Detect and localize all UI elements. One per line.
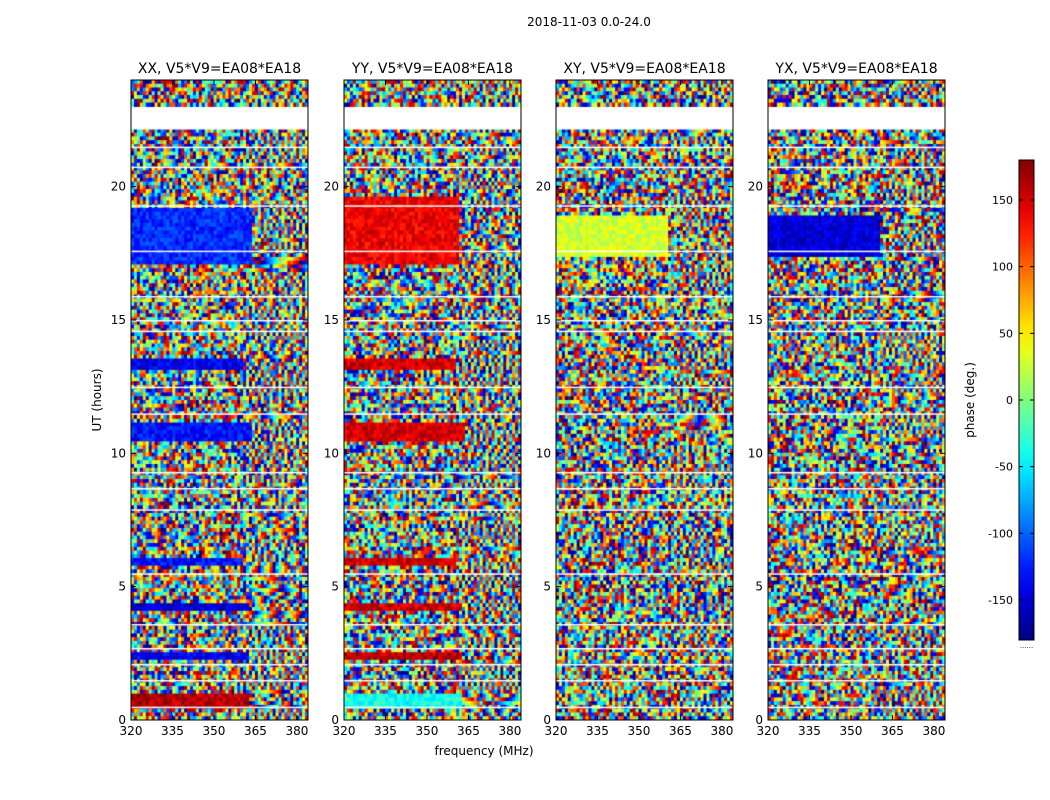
x-tick-label: 380 — [922, 724, 945, 738]
colorbar-tick-label: 50 — [999, 327, 1013, 340]
x-tick-label: 365 — [881, 724, 904, 738]
panel-title: YY, V5*V9=EA08*EA18 — [351, 61, 513, 77]
panel-frame — [767, 79, 946, 721]
x-tick-label: 350 — [203, 724, 226, 738]
phase-heatmap — [131, 80, 308, 720]
colorbar-tick-label: -100 — [988, 527, 1013, 540]
y-tick-label: 15 — [324, 313, 339, 327]
phase-heatmap — [556, 80, 733, 720]
x-tick-label: 365 — [669, 724, 692, 738]
y-tick-label: 20 — [748, 180, 763, 194]
y-tick-label: 5 — [543, 580, 551, 594]
y-tick-label: 0 — [755, 713, 763, 727]
colorbar-tick-label: 100 — [992, 261, 1013, 274]
x-tick-label: 365 — [244, 724, 267, 738]
panel-frame — [343, 79, 522, 721]
y-tick-label: 10 — [748, 446, 763, 460]
x-tick-label: 350 — [416, 724, 439, 738]
phase-heatmap — [768, 80, 945, 720]
panel-yy: YY, V5*V9=EA08*EA18 320 335 350 365 380 0 5 10 15… — [324, 61, 522, 738]
phase-heatmap — [344, 80, 521, 720]
x-tick-label: 335 — [161, 724, 184, 738]
panel-yx: YX, V5*V9=EA08*EA18 320 335 350 365 380 0 5 10 15… — [748, 61, 946, 738]
x-tick-label: 335 — [798, 724, 821, 738]
y-tick-label: 0 — [331, 713, 339, 727]
colorbar: 150 100 50 0 -50 -100 -150 phase (deg.)...... — [963, 159, 1035, 650]
panels-group: XX, V5*V9=EA08*EA18 320 335 350 365 380 0 5 10 15… — [111, 61, 946, 738]
colorbar-tick-label: 0 — [1006, 394, 1013, 407]
x-axis-label: frequency (MHz) — [434, 744, 533, 758]
colorbar-tick-label: -150 — [988, 594, 1013, 607]
x-tick-label: 380 — [710, 724, 733, 738]
y-tick-label: 15 — [111, 313, 126, 327]
x-tick-label: 335 — [374, 724, 397, 738]
colorbar-tick-label: 150 — [992, 194, 1013, 207]
panel-xx: XX, V5*V9=EA08*EA18 320 335 350 365 380 0 5 10 15… — [111, 61, 309, 738]
y-tick-label: 15 — [536, 313, 551, 327]
colorbar-tick-label: -50 — [995, 461, 1013, 474]
y-tick-label: 5 — [118, 580, 126, 594]
colorbar-bottom-label: ...... — [1020, 642, 1033, 650]
x-tick-label: 320 — [545, 724, 568, 738]
panel-title: XX, V5*V9=EA08*EA18 — [138, 61, 301, 77]
panel-title: XY, V5*V9=EA08*EA18 — [563, 61, 725, 77]
x-tick-label: 320 — [757, 724, 780, 738]
panel-title: YX, V5*V9=EA08*EA18 — [774, 61, 937, 77]
x-tick-label: 350 — [628, 724, 651, 738]
y-tick-label: 0 — [543, 713, 551, 727]
y-tick-label: 20 — [324, 180, 339, 194]
panel-frame — [130, 79, 309, 721]
y-tick-label: 5 — [755, 580, 763, 594]
panel-xy: XY, V5*V9=EA08*EA18 320 335 350 365 380 0 5 10 15… — [536, 61, 734, 738]
x-tick-label: 380 — [498, 724, 521, 738]
x-tick-label: 365 — [457, 724, 480, 738]
x-tick-label: 320 — [120, 724, 143, 738]
y-tick-label: 10 — [536, 446, 551, 460]
x-tick-label: 350 — [840, 724, 863, 738]
y-tick-label: 20 — [536, 180, 551, 194]
x-tick-label: 380 — [285, 724, 308, 738]
figure-suptitle: 2018-11-03 0.0-24.0 — [527, 15, 651, 29]
y-tick-label: 5 — [331, 580, 339, 594]
y-tick-label: 20 — [111, 180, 126, 194]
panel-frame — [555, 79, 734, 721]
y-axis-label: UT (hours) — [90, 368, 104, 431]
x-tick-label: 335 — [586, 724, 609, 738]
y-tick-label: 15 — [748, 313, 763, 327]
y-tick-label: 10 — [324, 446, 339, 460]
y-tick-label: 0 — [118, 713, 126, 727]
x-tick-label: 320 — [333, 724, 356, 738]
colorbar-label: phase (deg.) — [963, 362, 977, 438]
y-tick-label: 10 — [111, 446, 126, 460]
